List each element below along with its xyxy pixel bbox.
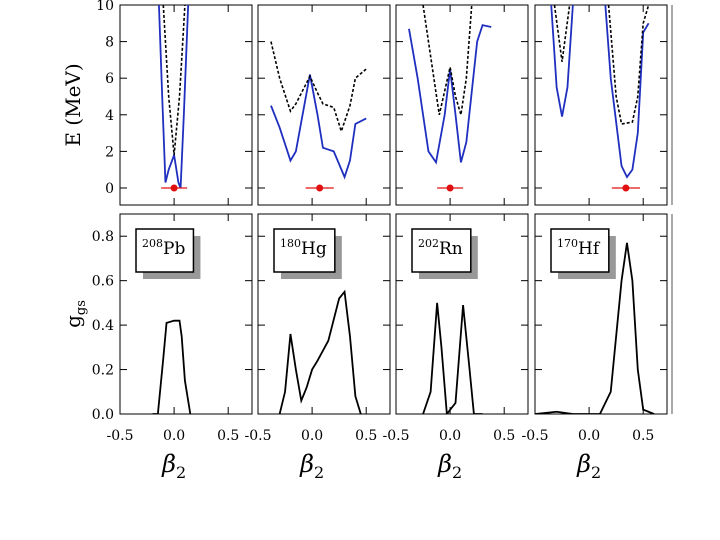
x-axis-label-sub: 2 — [176, 463, 186, 482]
curve — [278, 289, 362, 414]
data-point — [446, 184, 454, 192]
y-axis-label-sub: gs — [74, 300, 89, 315]
annotation: 170Hf — [550, 228, 616, 279]
x-axis-label: β2 — [437, 450, 462, 482]
curve — [422, 5, 473, 116]
y-tick-label: 0.6 — [92, 274, 114, 290]
x-tick-label: -0.5 — [522, 428, 549, 444]
x-axis-label: β2 — [576, 450, 601, 482]
curve — [152, 319, 192, 414]
x-axis-label-main: β — [161, 450, 176, 478]
y-tick-label: 0.2 — [92, 363, 114, 379]
curve — [550, 5, 650, 179]
plot-frame — [395, 213, 529, 415]
mass-number: 208 — [142, 237, 163, 250]
x-tick-label: 0.5 — [493, 428, 515, 444]
annotation: 208Pb — [135, 228, 201, 279]
mass-number: 202 — [418, 237, 439, 250]
plot-frame — [257, 213, 391, 415]
annotation: 180Hg — [273, 228, 342, 279]
x-axis-label-sub: 2 — [452, 463, 462, 482]
x-tick-label: 0.5 — [355, 428, 377, 444]
plot-frame — [395, 4, 529, 206]
curve — [535, 242, 655, 414]
y-tick-label: 2 — [105, 144, 114, 160]
element-symbol: Hg — [301, 239, 327, 259]
annotation-box — [135, 228, 195, 273]
x-axis-label-main: β — [299, 450, 314, 478]
x-axis-label-main: β — [576, 450, 591, 478]
annotation-text: 202Rn — [418, 237, 463, 259]
annotation-box — [550, 228, 610, 273]
curve — [158, 5, 190, 189]
x-axis-label-sub: 2 — [591, 463, 601, 482]
plot-frame — [119, 213, 253, 415]
plot-frame — [534, 4, 668, 206]
annotation-text: 180Hg — [280, 237, 327, 259]
y-axis-label-main: E (MeV) — [61, 63, 85, 146]
x-tick-label: 0.0 — [163, 428, 185, 444]
curve — [422, 302, 483, 414]
data-point — [316, 184, 324, 192]
x-tick-label: 0.0 — [301, 428, 323, 444]
y-tick-label: 0.8 — [92, 229, 114, 245]
annotation: 202Rn — [411, 228, 478, 279]
element-symbol: Hf — [578, 239, 601, 259]
y-tick-label: 4 — [105, 108, 114, 124]
y-tick-label: 8 — [105, 35, 114, 51]
x-axis-label-main: β — [437, 450, 452, 478]
x-tick-label: 0.5 — [632, 428, 654, 444]
x-axis-label: β2 — [299, 450, 324, 482]
annotation-text: 208Pb — [142, 237, 185, 259]
mass-number: 170 — [557, 237, 578, 250]
y-axis-label-main: g — [61, 315, 85, 328]
curve — [270, 74, 367, 180]
plot-frame — [119, 4, 253, 206]
plot-frame — [257, 4, 391, 206]
plot-frame — [534, 213, 668, 415]
curve — [162, 5, 186, 156]
y-tick-label: 10 — [96, 0, 114, 14]
annotation-text: 170Hf — [557, 237, 601, 259]
y-tick-label: 6 — [105, 71, 114, 87]
curve — [553, 5, 650, 125]
x-tick-label: -0.5 — [107, 428, 134, 444]
y-axis-label: E (MeV) — [61, 63, 85, 146]
element-symbol: Rn — [439, 239, 463, 259]
annotation-box — [411, 228, 472, 273]
annotation-box — [273, 228, 336, 273]
x-tick-label: 0.0 — [439, 428, 461, 444]
y-axis-label: ggs — [61, 300, 89, 328]
curve — [270, 41, 367, 134]
x-tick-label: -0.5 — [245, 428, 272, 444]
y-tick-label: 0.0 — [92, 407, 114, 423]
x-tick-label: 0.0 — [578, 428, 600, 444]
data-point — [170, 184, 178, 192]
data-point — [622, 184, 630, 192]
mass-number: 180 — [280, 237, 301, 250]
x-tick-label: 0.5 — [217, 428, 239, 444]
element-symbol: Pb — [163, 239, 185, 259]
x-axis-label: β2 — [161, 450, 186, 482]
y-tick-label: 0 — [105, 181, 114, 197]
y-tick-label: 0.4 — [92, 318, 114, 334]
x-tick-label: -0.5 — [383, 428, 410, 444]
x-axis-label-sub: 2 — [314, 463, 324, 482]
curve — [408, 24, 492, 165]
